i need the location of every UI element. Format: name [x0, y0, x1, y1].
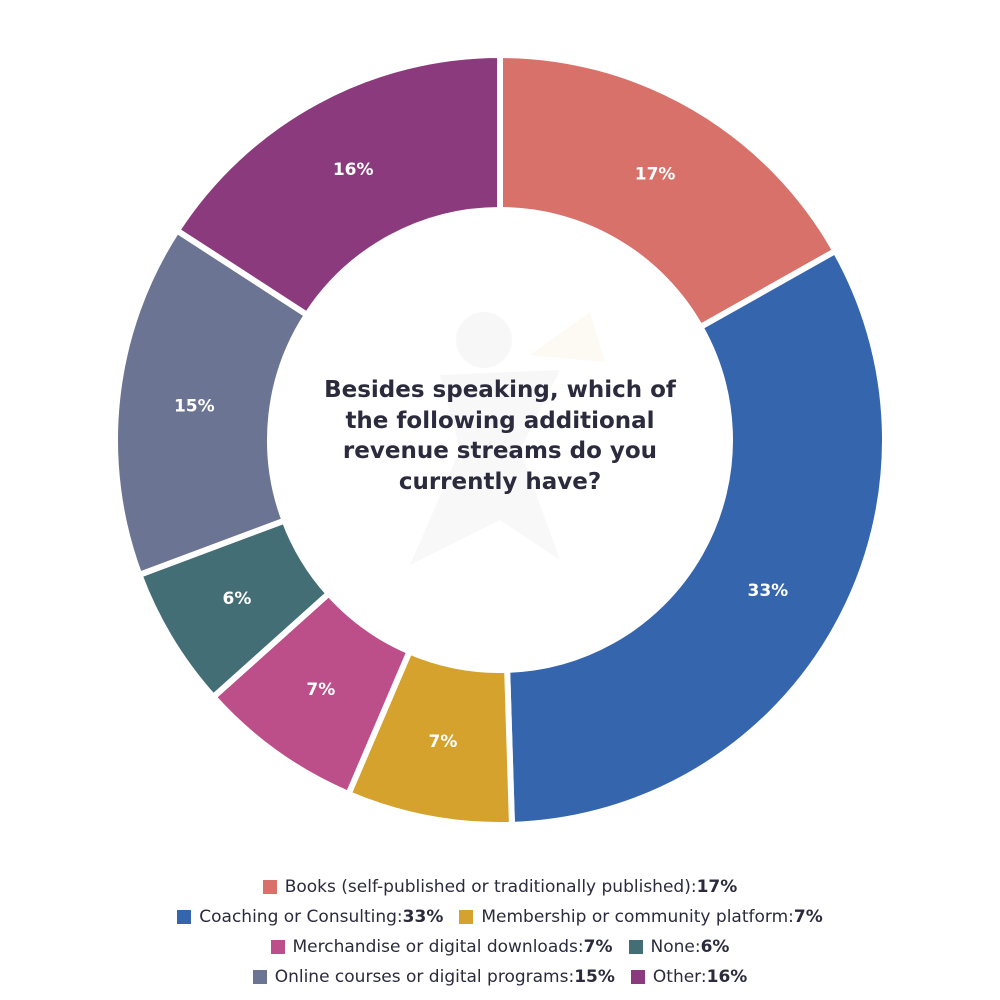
legend-value: 15%	[574, 967, 615, 987]
legend-swatch	[270, 940, 285, 954]
legend-item: Books (self-published or traditionally p…	[262, 877, 738, 897]
slice-label-1: 33%	[748, 581, 789, 601]
legend-value: 7%	[583, 937, 613, 957]
slice-6	[174, 52, 503, 318]
slice-label-3: 7%	[306, 680, 335, 700]
legend-label: Other:	[652, 967, 707, 987]
slice-label-6: 16%	[333, 160, 374, 180]
legend-item: Coaching or Consulting: 33%	[177, 907, 443, 927]
slice-labels-layer: 17% 33% 7% 7% 6% 15% 16%	[174, 160, 788, 752]
legend-row: Coaching or Consulting: 33% Membership or…	[0, 902, 1000, 932]
slice-label-2: 7%	[429, 732, 458, 752]
legend-item: None: 6%	[628, 937, 730, 957]
legend-value: 6%	[700, 937, 730, 957]
legend-swatch	[252, 970, 267, 984]
legend-label: Books (self-published or traditionally p…	[284, 877, 697, 897]
legend-item: Online courses or digital programs: 15%	[252, 967, 615, 987]
legend-value: 33%	[402, 907, 444, 927]
legend-item: Membership or community platform: 7%	[459, 907, 823, 927]
legend-swatch	[630, 970, 645, 984]
legend-label: Online courses or digital programs:	[274, 967, 575, 987]
legend-swatch	[262, 880, 277, 894]
legend-value: 16%	[706, 967, 748, 987]
legend-label: Merchandise or digital downloads:	[292, 937, 584, 957]
slice-0	[497, 52, 839, 331]
watermark-logo-icon	[410, 312, 605, 565]
legend-swatch	[459, 910, 474, 924]
legend-value: 17%	[696, 877, 738, 897]
legend-value: 7%	[793, 907, 823, 927]
legend: Books (self-published or traditionally p…	[0, 872, 1000, 992]
slice-label-4: 6%	[223, 589, 252, 609]
legend-item: Merchandise or digital downloads: 7%	[270, 937, 613, 957]
legend-row: Online courses or digital programs: 15% O…	[0, 962, 1000, 992]
legend-row: Books (self-published or traditionally p…	[0, 872, 1000, 902]
slices-layer	[112, 52, 888, 828]
legend-swatch	[628, 940, 643, 954]
legend-label: None:	[650, 937, 701, 957]
slice-label-5: 15%	[174, 397, 215, 417]
slice-5	[112, 227, 311, 578]
slice-1	[504, 247, 888, 828]
legend-swatch	[177, 910, 192, 924]
legend-label: Coaching or Consulting:	[199, 907, 403, 927]
legend-label: Membership or community platform:	[481, 907, 794, 927]
legend-item: Other: 16%	[630, 967, 748, 987]
slice-label-0: 17%	[635, 164, 676, 184]
chart-title: Besides speaking, which of the following…	[324, 377, 676, 495]
legend-row: Merchandise or digital downloads: 7% None…	[0, 932, 1000, 962]
